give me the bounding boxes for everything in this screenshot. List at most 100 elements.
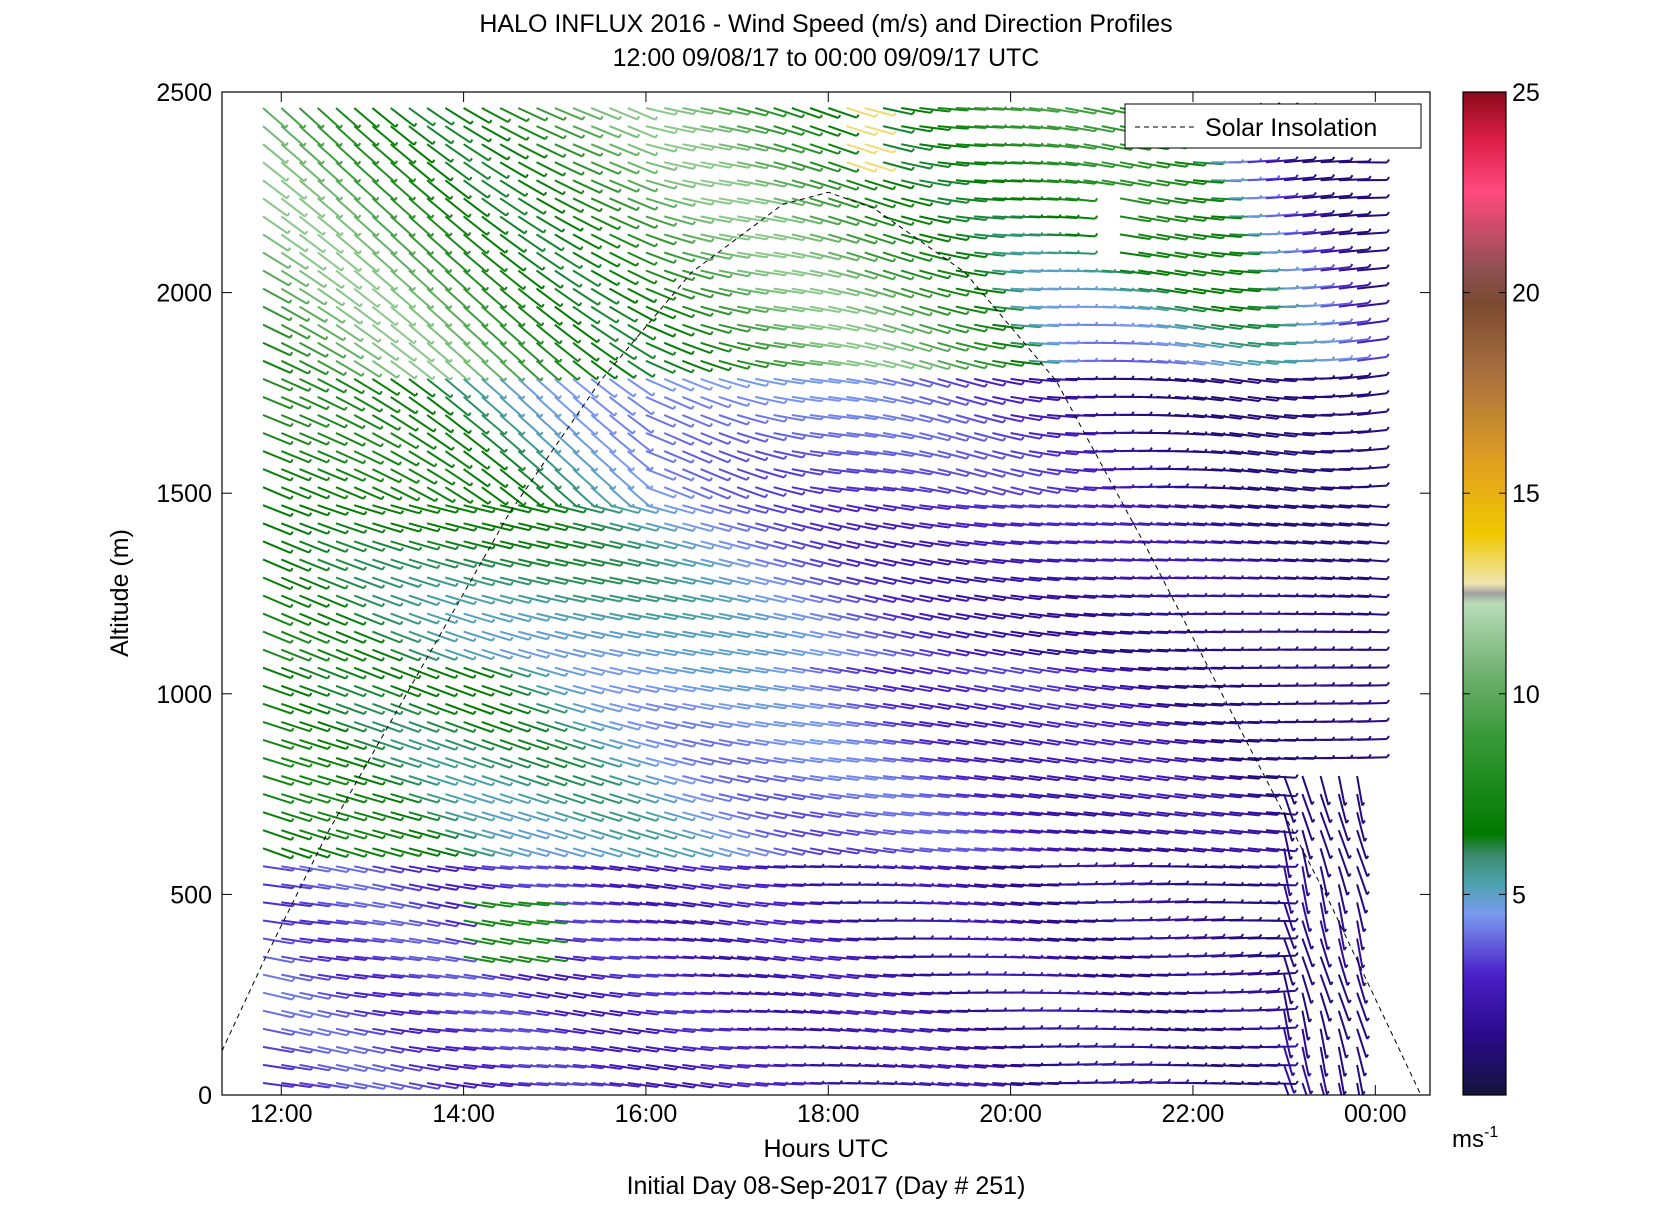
wind-barb xyxy=(864,630,895,639)
wind-barb-tick xyxy=(289,351,294,356)
wind-barb xyxy=(262,648,292,662)
wind-barb xyxy=(353,666,383,680)
wind-barb xyxy=(937,757,968,763)
wind-barb-tick xyxy=(929,598,934,603)
wind-barb xyxy=(554,630,585,640)
wind-barb xyxy=(773,558,803,568)
wind-barb xyxy=(371,197,396,220)
wind-barb xyxy=(590,486,615,509)
wind-barb-tick xyxy=(326,530,331,535)
wind-barb xyxy=(426,269,451,292)
wind-barb-tick xyxy=(528,617,532,622)
wind-barb-tick xyxy=(600,817,605,822)
wind-barb-tick xyxy=(576,431,581,436)
wind-barb xyxy=(627,630,658,639)
wind-barb xyxy=(372,720,402,733)
wind-barb xyxy=(718,486,748,500)
wind-barb-tick xyxy=(419,1085,423,1090)
wind-barb xyxy=(299,540,328,554)
wind-barb xyxy=(627,107,656,121)
wind-barb xyxy=(536,648,566,659)
wind-barb xyxy=(846,341,877,350)
wind-barb xyxy=(992,432,1022,441)
wind-barb-tick xyxy=(308,549,312,554)
wind-barb xyxy=(791,305,822,313)
wind-barb xyxy=(554,919,585,924)
wind-barb-tick xyxy=(692,147,697,152)
wind-barb-tick xyxy=(874,275,879,280)
wind-barb xyxy=(499,486,525,507)
wind-barb xyxy=(955,179,986,184)
wind-barb xyxy=(335,432,364,447)
wind-barb xyxy=(262,540,292,554)
wind-barb xyxy=(280,215,306,236)
wind-barb-tick xyxy=(491,563,496,568)
wind-barb xyxy=(992,107,1023,112)
wind-barb xyxy=(371,432,400,449)
wind-barb xyxy=(919,414,949,424)
wind-barb xyxy=(955,720,986,728)
wind-barb xyxy=(846,991,877,998)
wind-barb xyxy=(390,973,421,979)
wind-barb xyxy=(535,486,561,508)
wind-barb xyxy=(481,991,512,998)
wind-barb-tick xyxy=(285,159,290,164)
wind-barb xyxy=(682,738,712,748)
wind-barb xyxy=(554,396,578,418)
wind-barb xyxy=(518,883,549,888)
wind-barb-tick xyxy=(576,449,580,454)
wind-barb-tick xyxy=(783,598,788,603)
wind-barb xyxy=(371,323,397,344)
wind-barb xyxy=(353,233,378,255)
wind-barb-tick xyxy=(340,249,345,254)
wind-barb xyxy=(262,955,293,964)
wind-barb xyxy=(353,702,383,716)
wind-barb xyxy=(445,1027,476,1033)
wind-barb-tick xyxy=(344,441,349,446)
wind-barb-tick xyxy=(632,430,636,435)
wind-barb xyxy=(353,251,378,273)
wind-barb xyxy=(536,955,567,963)
wind-barb xyxy=(700,504,730,515)
wind-barb xyxy=(517,251,544,271)
wind-barb-tick xyxy=(450,411,454,416)
chart-title: HALO INFLUX 2016 - Wind Speed (m/s) and … xyxy=(479,10,1172,38)
wind-barb xyxy=(280,630,310,644)
wind-barb xyxy=(280,829,311,841)
wind-barb xyxy=(354,937,385,944)
wind-barb-tick xyxy=(488,138,493,143)
wind-barb-tick xyxy=(418,728,422,733)
wind-barb xyxy=(682,287,712,299)
wind-barb xyxy=(372,1082,403,1091)
wind-barb xyxy=(335,684,365,698)
wind-barb xyxy=(463,757,493,769)
wind-barb xyxy=(937,323,967,334)
wind-barb-tick xyxy=(449,376,454,381)
wind-barb xyxy=(499,323,524,346)
wind-barb-tick xyxy=(601,708,605,713)
wind-barb xyxy=(663,757,694,767)
wind-barb xyxy=(609,775,639,786)
wind-barb xyxy=(536,991,567,999)
wind-barb-tick xyxy=(948,182,952,187)
wind-barb xyxy=(1028,341,1059,346)
wind-barb xyxy=(974,305,1004,313)
wind-barb xyxy=(518,955,548,963)
wind-barb xyxy=(317,341,345,359)
wind-barb xyxy=(353,179,378,202)
wind-barb-tick xyxy=(966,217,971,223)
wind-barb xyxy=(901,125,931,133)
wind-barb xyxy=(299,432,328,446)
wind-barb xyxy=(390,468,418,484)
wind-barb xyxy=(353,341,380,361)
wind-barb xyxy=(791,757,822,764)
wind-barb xyxy=(682,1082,713,1089)
wind-barb-tick xyxy=(673,259,677,264)
wind-barb xyxy=(299,395,328,411)
wind-barb xyxy=(682,829,712,840)
wind-barb xyxy=(517,269,543,290)
wind-barb xyxy=(645,630,676,639)
wind-barb xyxy=(353,540,383,552)
wind-barb xyxy=(882,125,913,134)
wind-barb-tick xyxy=(414,392,419,397)
